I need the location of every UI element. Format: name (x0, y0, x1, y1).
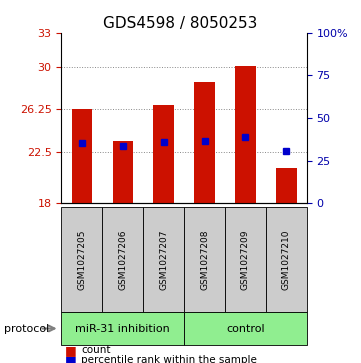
Bar (276, 168, 297, 203)
Text: GSM1027210: GSM1027210 (282, 229, 291, 290)
Text: GSM1027205: GSM1027205 (77, 229, 86, 290)
Text: ■: ■ (65, 354, 77, 363)
Bar (71, 109, 92, 203)
Text: miR-31 inhibition: miR-31 inhibition (75, 323, 170, 334)
Text: GSM1027208: GSM1027208 (200, 229, 209, 290)
Text: GDS4598 / 8050253: GDS4598 / 8050253 (103, 16, 258, 31)
Bar (194, 82, 215, 203)
Text: protocol: protocol (4, 323, 49, 334)
Bar (113, 141, 133, 203)
Text: GSM1027206: GSM1027206 (118, 229, 127, 290)
Bar (235, 66, 256, 203)
Text: percentile rank within the sample: percentile rank within the sample (81, 355, 257, 363)
Bar (153, 105, 174, 203)
Text: ■: ■ (65, 344, 77, 357)
Text: GSM1027207: GSM1027207 (159, 229, 168, 290)
Text: control: control (226, 323, 265, 334)
Text: GSM1027209: GSM1027209 (241, 229, 250, 290)
Text: count: count (81, 345, 111, 355)
